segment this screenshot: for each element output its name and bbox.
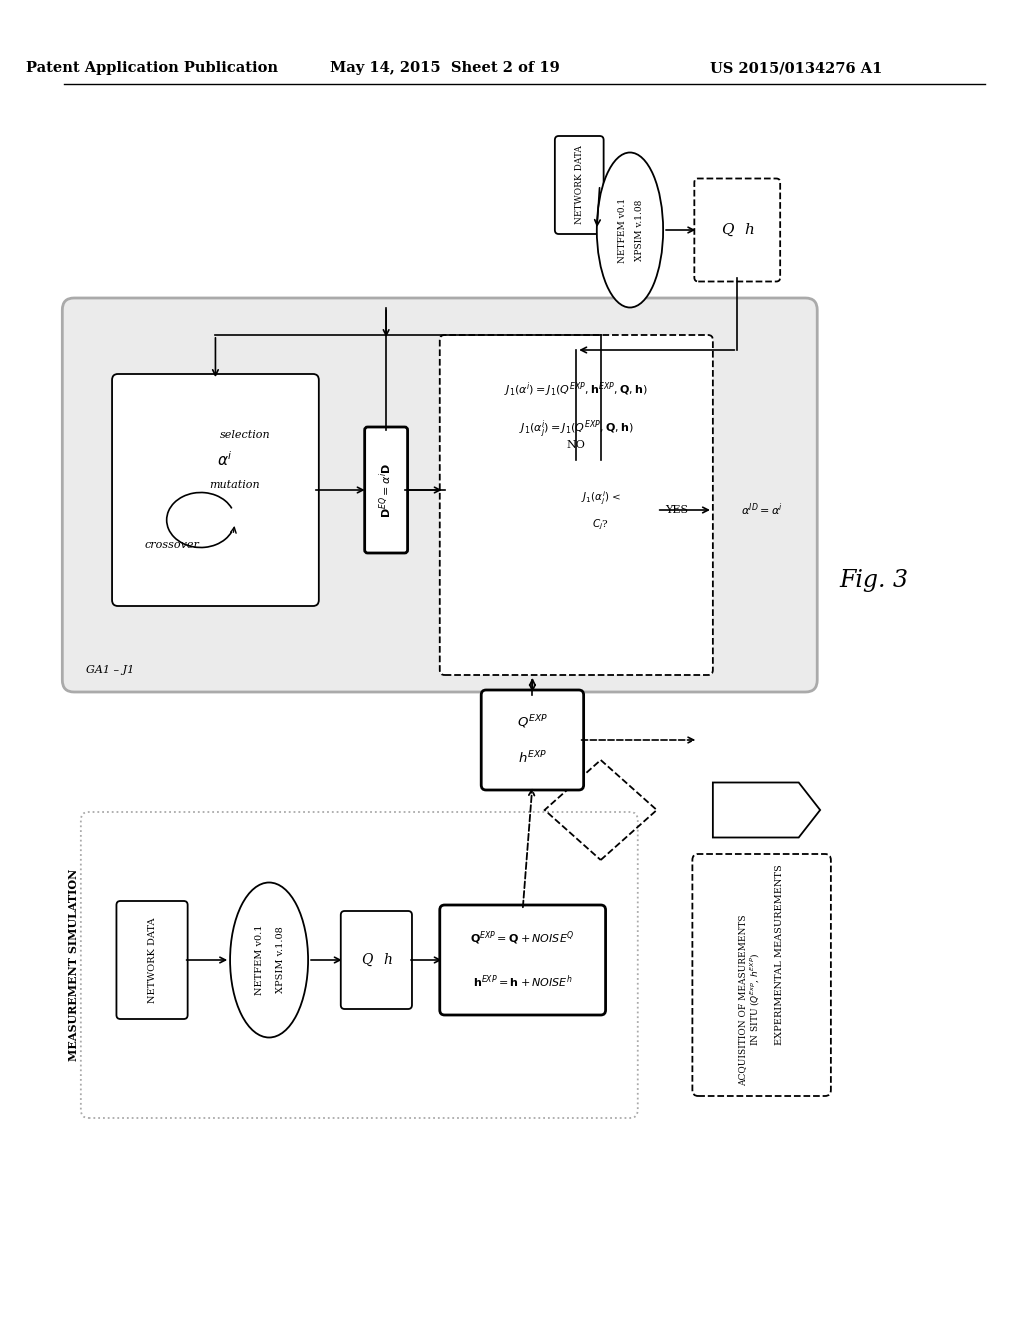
Text: $\mathbf{Q}^{EXP}= \mathbf{Q} + NOISE^{Q}$: $\mathbf{Q}^{EXP}= \mathbf{Q} + NOISE^{Q… — [470, 929, 574, 946]
Text: XPSIM v.1.08: XPSIM v.1.08 — [635, 199, 644, 260]
Text: $J_1(\alpha_j^i)$ <: $J_1(\alpha_j^i)$ < — [581, 490, 621, 507]
Text: NO: NO — [567, 440, 586, 450]
Ellipse shape — [230, 883, 308, 1038]
Text: $J_1(\alpha_j^i)=J_1(Q^{EXP}, \mathbf{Q}, \mathbf{h})$: $J_1(\alpha_j^i)=J_1(Q^{EXP}, \mathbf{Q}… — [519, 418, 634, 441]
Text: h: h — [744, 223, 754, 238]
FancyBboxPatch shape — [481, 690, 584, 789]
FancyBboxPatch shape — [555, 136, 603, 234]
Ellipse shape — [597, 153, 664, 308]
Text: US 2015/0134276 A1: US 2015/0134276 A1 — [710, 61, 882, 75]
FancyBboxPatch shape — [439, 906, 605, 1015]
Text: Q: Q — [360, 953, 373, 968]
FancyBboxPatch shape — [365, 426, 408, 553]
Text: NETFEM v0.1: NETFEM v0.1 — [255, 925, 264, 995]
Text: crossover: crossover — [144, 540, 199, 550]
Text: Patent Application Publication: Patent Application Publication — [26, 61, 279, 75]
FancyBboxPatch shape — [439, 335, 713, 675]
FancyBboxPatch shape — [117, 902, 187, 1019]
Text: Fig. 3: Fig. 3 — [840, 569, 908, 591]
Text: mutation: mutation — [210, 480, 260, 490]
Text: $\mathbf{D}^{EQ} = \alpha^i \mathbf{D}$: $\mathbf{D}^{EQ} = \alpha^i \mathbf{D}$ — [378, 462, 394, 517]
Text: $\alpha^{ID} = \alpha^i$: $\alpha^{ID} = \alpha^i$ — [740, 502, 782, 519]
Text: XPSIM v.1.08: XPSIM v.1.08 — [276, 927, 286, 994]
Text: Q: Q — [721, 223, 734, 238]
Text: EXPERIMENTAL MEASUREMENTS: EXPERIMENTAL MEASUREMENTS — [775, 865, 783, 1045]
FancyBboxPatch shape — [341, 911, 412, 1008]
Text: $Q^{EXP}$: $Q^{EXP}$ — [517, 713, 548, 731]
Text: $C_j$?: $C_j$? — [592, 517, 609, 532]
Text: $h^{EXP}$: $h^{EXP}$ — [518, 750, 547, 767]
Text: NETWORK DATA: NETWORK DATA — [147, 917, 157, 1003]
Text: ACQUISITION OF MEASUREMENTS
IN SITU ($Q^{Exp}$, $h^{EXP}$): ACQUISITION OF MEASUREMENTS IN SITU ($Q^… — [737, 915, 762, 1086]
FancyBboxPatch shape — [694, 178, 780, 281]
Text: $J_1(\alpha^i)=J_1(Q^{EXP}, \mathbf{h}^{EXP}, \mathbf{Q}, \mathbf{h})$: $J_1(\alpha^i)=J_1(Q^{EXP}, \mathbf{h}^{… — [505, 380, 648, 399]
Text: May 14, 2015  Sheet 2 of 19: May 14, 2015 Sheet 2 of 19 — [330, 61, 559, 75]
Text: NETFEM v0.1: NETFEM v0.1 — [617, 198, 627, 263]
FancyBboxPatch shape — [692, 854, 830, 1096]
FancyBboxPatch shape — [81, 812, 638, 1118]
Text: $\alpha^i$: $\alpha^i$ — [217, 450, 233, 470]
FancyBboxPatch shape — [62, 298, 817, 692]
Text: MEASUREMENT SIMULATION: MEASUREMENT SIMULATION — [68, 869, 79, 1061]
Text: selection: selection — [219, 430, 270, 440]
Text: NETWORK DATA: NETWORK DATA — [574, 145, 584, 224]
Text: GA1 – J1: GA1 – J1 — [86, 665, 134, 675]
FancyBboxPatch shape — [112, 374, 318, 606]
Text: h: h — [384, 953, 392, 968]
Text: YES: YES — [665, 506, 688, 515]
Text: $\mathbf{h}^{EXP}= \mathbf{h} + NOISE^{h}$: $\mathbf{h}^{EXP}= \mathbf{h} + NOISE^{h… — [473, 974, 572, 990]
